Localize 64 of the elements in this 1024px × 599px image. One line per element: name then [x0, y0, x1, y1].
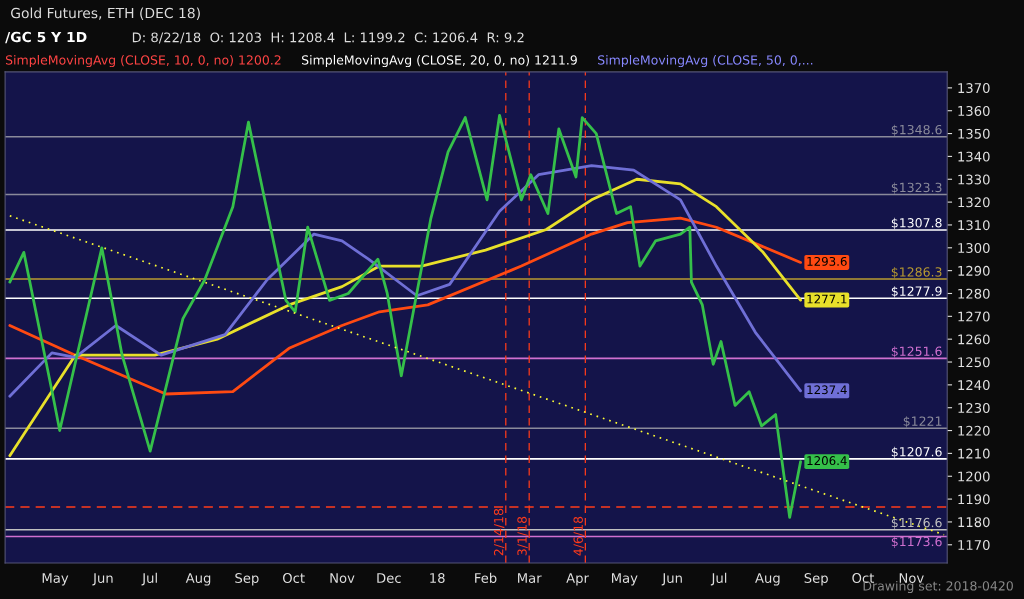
chart-subtitle: D: 8/22/18 O: 1203 H: 1208.4 L: 1199.2 C: 1206.4 R: 9.2: [132, 32, 524, 44]
data-label: 1277.1: [807, 294, 847, 304]
x-tick-label: Aug: [755, 573, 780, 586]
ref-line-label: $1286.3: [891, 266, 942, 279]
data-label: 1206.4: [807, 456, 847, 466]
line-series: [8, 216, 802, 396]
y-tick-label: 1310: [958, 220, 990, 231]
x-tick-label: May: [611, 573, 638, 586]
y-tick-label: 1300: [958, 243, 990, 253]
y-tick-label: 1180: [958, 517, 990, 528]
x-tick-label: Oct: [852, 573, 875, 583]
x-tick-label: Oct: [283, 573, 305, 583]
x-tick-label: Mar: [518, 573, 542, 583]
y-tick-label: 1350: [958, 128, 990, 139]
ref-line-label: $1307.8: [891, 217, 942, 230]
y-tick-label: 1170: [958, 540, 990, 550]
x-tick-label: Jun: [92, 573, 113, 586]
text: SimpleMovingAvg (CLOSE, 10, 0, no) 1200.2: [5, 54, 281, 68]
ref-line-label: $1323.3: [891, 182, 942, 194]
ref-line-label: 2/14/18: [493, 508, 505, 556]
x-tick-label: Feb: [475, 572, 497, 583]
y-tick-label: 1200: [958, 471, 990, 482]
x-tick-label: Sep: [804, 573, 828, 586]
y-tick-label: 1220: [958, 425, 990, 436]
ref-line-label: $1348.6: [891, 124, 942, 136]
x-tick-label: Jul: [710, 572, 727, 586]
data-label: 1237.4: [807, 385, 847, 395]
y-tick-label: 1230: [958, 402, 990, 413]
x-tick-label: Nov: [899, 573, 924, 583]
ref-line-label: $1173.6: [891, 536, 942, 548]
text: SimpleMovingAvg (CLOSE, 50, 0,...: [598, 54, 813, 68]
ref-line-label: $1207.6: [891, 446, 942, 459]
y-tick-label: 1190: [958, 494, 990, 505]
y-tick-label: 1270: [958, 311, 990, 322]
text: Gold Futures, ETH (DEC 18): [11, 7, 200, 20]
y-tick-label: 1340: [958, 151, 990, 162]
x-tick-label: Dec: [377, 573, 401, 583]
ref-line-label: $1221: [903, 416, 942, 428]
x-tick-label: May: [42, 573, 69, 586]
y-tick-label: 1280: [958, 288, 990, 299]
y-tick-label: 1240: [958, 380, 990, 391]
chart-title: /GC 5 Y 1D: [5, 31, 87, 44]
y-tick-label: 1290: [958, 265, 990, 276]
x-tick-label: Jul: [141, 572, 157, 586]
y-tick-label: 1250: [958, 357, 990, 368]
y-tick-label: 1370: [958, 83, 990, 94]
ref-line-label: $1251.6: [891, 346, 942, 358]
y-tick-label: 1360: [958, 105, 990, 116]
data-label: 1293.6: [807, 256, 847, 266]
y-tick-label: 1260: [958, 334, 990, 345]
y-tick-label: 1320: [958, 197, 990, 208]
y-tick-label: 1330: [958, 174, 990, 185]
line-series: [8, 164, 802, 398]
ref-line-label: $1277.9: [891, 286, 942, 298]
x-tick-label: Jun: [661, 573, 682, 586]
x-tick-label: 18: [430, 573, 445, 583]
x-tick-label: Sep: [235, 573, 259, 586]
x-tick-label: Nov: [330, 573, 355, 583]
ref-line-label: 4/6/18: [573, 516, 584, 556]
ref-line-label: 3/1/18: [517, 516, 528, 556]
x-tick-label: Aug: [185, 573, 211, 586]
text: SimpleMovingAvg (CLOSE, 20, 0, no) 1211.9: [302, 54, 577, 68]
y-tick-label: 1210: [958, 448, 990, 459]
x-tick-label: Apr: [566, 573, 589, 586]
